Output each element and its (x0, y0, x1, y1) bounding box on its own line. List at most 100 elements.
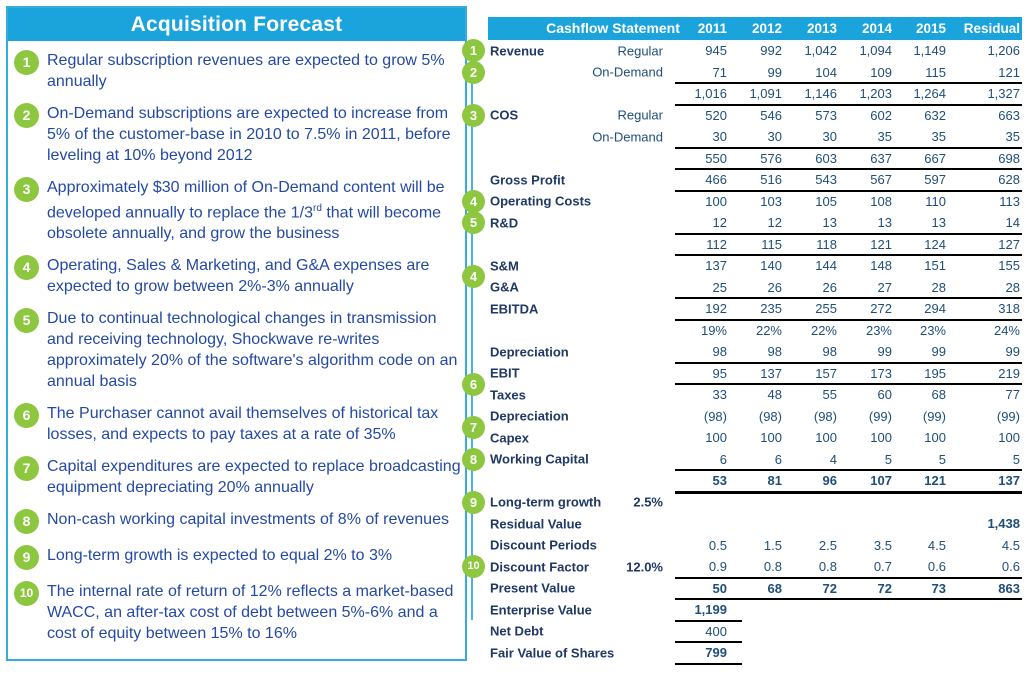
value-cell: 516 (760, 172, 782, 188)
row-label: EBIT (490, 365, 520, 381)
value-cell: 99 (877, 344, 892, 360)
step-badge: 8 (462, 447, 485, 471)
row-label-area (488, 148, 663, 170)
row-label-area: Capex (488, 427, 663, 449)
table-body: 1 Revenue Regular 945 992 1,042 1,094 1,149 1,20… (462, 39, 1022, 665)
value-cell: 109 (870, 64, 892, 80)
row-label: Discount Factor (490, 559, 589, 575)
step-badge: 5 (462, 211, 485, 234)
table-row: 2 On-Demand 71 99 104 109 115 121 (462, 60, 1022, 84)
rule-line (675, 146, 1022, 149)
row-values: 50 68 72 72 73 863 (663, 581, 1022, 596)
value-cell: 597 (924, 172, 946, 188)
row-values: 520 546 573 602 632 663 (663, 108, 1022, 123)
table-row: 3 COS Regular 520 546 573 602 632 663 (462, 103, 1022, 127)
value-cell: 99 (767, 64, 782, 80)
rule-line (675, 361, 1022, 364)
value-cell: 35 (931, 129, 946, 145)
table-row: Capex 100 100 100 100 100 100 (488, 427, 1022, 449)
row-label: COS (490, 107, 519, 123)
value-cell: 115 (925, 64, 946, 80)
value-cell: 667 (924, 150, 946, 166)
step-badge: 4 (462, 189, 485, 213)
row-values: 19% 22% 22% 23% 23% 24% (663, 323, 1022, 338)
value-cell: 1.5 (763, 537, 782, 553)
value-cell: 137 (760, 365, 782, 381)
value-cell: 100 (998, 430, 1020, 446)
value-cell: 272 (870, 301, 892, 317)
value-cell: (99) (996, 408, 1020, 424)
row-values: 192 235 255 272 294 318 (663, 301, 1022, 316)
value-cell: 100 (705, 193, 727, 209)
row-label-area: Revenue Regular (488, 40, 663, 62)
row-values: 466 516 543 567 597 628 (663, 172, 1022, 187)
value-cell: 55 (822, 387, 837, 403)
value-cell: 5 (1012, 451, 1020, 467)
row-label-area: G&A (488, 277, 663, 299)
row-label-area: Working Capital (488, 449, 663, 471)
row-label: Present Value (490, 580, 576, 596)
value-cell (727, 602, 782, 617)
value-cell: 71 (712, 64, 727, 80)
step-badge: 1 (462, 39, 485, 62)
bullet-list: 1 Regular subscription revenues are expe… (8, 41, 465, 644)
value-cell: 98 (767, 344, 782, 360)
value-cell: 100 (705, 430, 727, 446)
table-row: G&A 25 26 26 27 28 28 (488, 277, 1022, 299)
value-cell: 1,203 (859, 86, 892, 102)
step-badge: 9 (462, 490, 485, 514)
row-values: 1,016 1,091 1,146 1,203 1,264 1,327 (663, 86, 1022, 101)
row-label: Depreciation (490, 408, 569, 424)
table-row: Gross Profit 466 516 543 567 597 628 (488, 169, 1022, 192)
value-cell: 72 (822, 580, 837, 596)
row-label-area: Depreciation (488, 341, 663, 363)
row-values: 6 6 4 5 5 5 (663, 452, 1022, 467)
row-label-area: On-Demand (488, 126, 663, 148)
cashflow-statement-table: Cashflow Statement 2011 2012 2013 2014 2015 R… (462, 17, 1022, 665)
table-row: 550 576 603 637 667 698 (488, 148, 1022, 170)
rule-line (675, 469, 1022, 471)
row-label: Long-term growth (490, 494, 602, 510)
value-cell: 98 (822, 344, 837, 360)
value-cell: 104 (815, 64, 837, 80)
bullet-number-badge: 10 (14, 581, 39, 607)
table-row: Discount Periods 0.5 1.5 2.5 3.5 4.5 4.5 (488, 535, 1022, 557)
value-cell: 107 (870, 473, 892, 489)
value-cell: 1,264 (913, 86, 946, 102)
value-cell: 151 (924, 258, 946, 274)
bullet-item: 1 Regular subscription revenues are expe… (14, 50, 461, 92)
row-values: 100 100 100 100 100 100 (663, 430, 1022, 445)
row-values: 12 12 13 13 13 14 (663, 215, 1022, 230)
row-label-area: EBIT (488, 363, 663, 385)
rule-line (675, 189, 1022, 192)
row-sublabel: On-Demand (592, 129, 663, 145)
value-cell: (99) (868, 408, 892, 424)
value-cell: 68 (931, 387, 946, 403)
row-label-area (488, 83, 663, 105)
row-label-area: R&D (488, 212, 663, 234)
value-cell: 103 (760, 193, 782, 209)
row-values: 71 99 104 109 115 121 (663, 65, 1022, 80)
table-row: 8 Working Capital 6 6 4 5 5 5 (462, 447, 1022, 471)
bullet-number-badge: 1 (14, 50, 39, 75)
value-cell: 1,438 (987, 516, 1020, 532)
value-cell: 0.6 (1001, 559, 1020, 575)
value-cell: 157 (815, 365, 837, 381)
value-cell: 113 (999, 193, 1020, 209)
table-row: Net Debt 400 (488, 621, 1022, 643)
value-cell: 1,327 (987, 86, 1020, 102)
value-cell: 148 (870, 258, 892, 274)
bullet-text: Operating, Sales & Marketing, and G&A ex… (47, 257, 430, 296)
value-cell: 6 (774, 451, 782, 467)
row-label-area: Fair Value of Shares (488, 642, 663, 664)
table-row: 9 Long-term growth 2.5% (462, 490, 1022, 514)
row-values: 945 992 1,042 1,094 1,149 1,206 (663, 43, 1022, 58)
value-cell: 4.5 (927, 537, 946, 553)
value-cell: 35 (1005, 129, 1020, 145)
value-cell: 637 (870, 150, 892, 166)
step-badge: 2 (462, 60, 485, 84)
bullet-number-badge: 7 (14, 456, 39, 482)
bullet-text: Capital expenditures are expected to rep… (47, 458, 461, 497)
value-cell: 1,094 (859, 43, 892, 59)
rule-line (675, 598, 1022, 600)
